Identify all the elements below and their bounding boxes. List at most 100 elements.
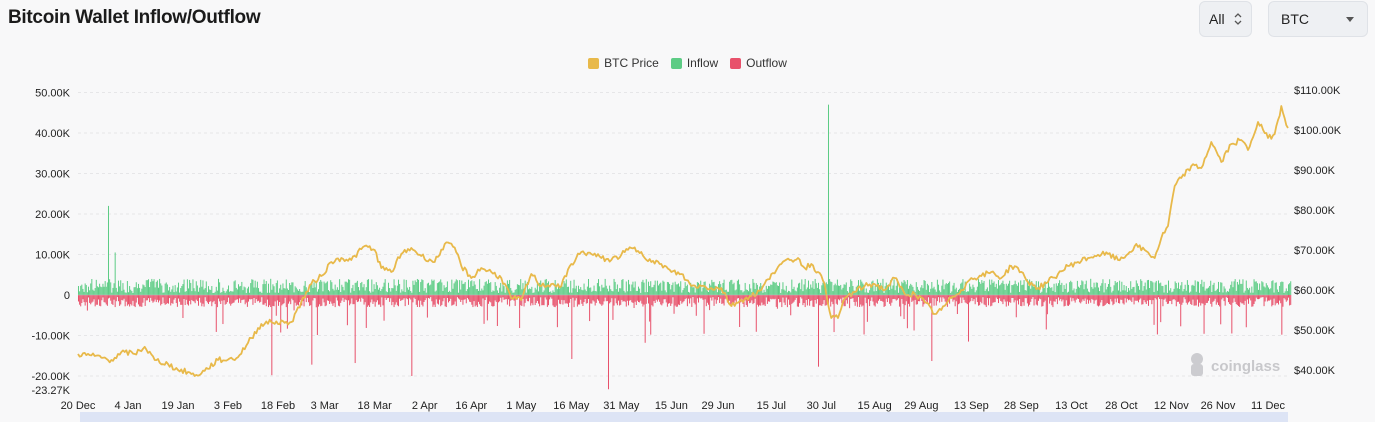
inflow-bar xyxy=(419,291,421,295)
outflow-bar xyxy=(760,295,762,306)
inflow-bar xyxy=(779,282,781,295)
x-axis-tick: 29 Aug xyxy=(904,400,938,412)
inflow-bar xyxy=(601,284,603,295)
outflow-bar xyxy=(129,295,131,307)
outflow-bar xyxy=(1179,295,1181,304)
outflow-bar xyxy=(869,295,871,307)
inflow-bar xyxy=(255,287,257,295)
outflow-bar xyxy=(165,295,167,305)
outflow-bar xyxy=(1202,295,1204,304)
inflow-bar xyxy=(1040,292,1042,295)
x-axis-tick: 28 Oct xyxy=(1105,400,1137,412)
inflow-bar xyxy=(101,287,103,295)
x-axis-tick: 1 May xyxy=(506,400,536,412)
inflow-bar xyxy=(1124,290,1126,295)
inflow-bar xyxy=(113,283,115,295)
outflow-bar xyxy=(1010,295,1012,303)
legend-label-outflow: Outflow xyxy=(746,56,787,70)
outflow-bar xyxy=(203,295,205,307)
outflow-bar xyxy=(1103,295,1105,306)
inflow-bar xyxy=(1198,281,1199,295)
inflow-bar xyxy=(1155,280,1157,295)
inflow-bar xyxy=(474,284,476,295)
outflow-bar xyxy=(1276,295,1278,303)
inflow-bar xyxy=(485,281,487,295)
outflow-bar xyxy=(175,295,177,304)
inflow-bar xyxy=(1055,283,1057,295)
outflow-bar xyxy=(1018,295,1019,305)
outflow-bar xyxy=(293,295,295,311)
inflow-bar xyxy=(88,286,89,295)
outflow-bar xyxy=(1100,295,1102,303)
inflow-bar xyxy=(490,282,492,295)
inflow-bar xyxy=(375,282,377,295)
outflow-bar xyxy=(939,295,941,303)
inflow-bar xyxy=(310,283,312,295)
inflow-bar xyxy=(328,290,329,295)
inflow-bar xyxy=(439,281,441,295)
outflow-bar xyxy=(1091,295,1093,299)
inflow-bar xyxy=(169,287,171,295)
x-axis-tick: 13 Sep xyxy=(954,400,989,412)
outflow-bar xyxy=(486,295,488,321)
outflow-bar xyxy=(408,295,409,305)
outflow-bar xyxy=(295,295,297,306)
outflow-bar xyxy=(852,295,854,299)
outflow-bar xyxy=(916,295,918,305)
outflow-bar xyxy=(682,295,684,303)
inflow-bar xyxy=(1115,282,1117,295)
outflow-bar xyxy=(671,295,673,304)
outflow-bar xyxy=(970,295,972,302)
outflow-bar xyxy=(749,295,751,304)
outflow-bar xyxy=(595,295,597,303)
outflow-bar xyxy=(708,295,709,305)
legend-item-inflow[interactable]: Inflow xyxy=(670,56,718,70)
outflow-bar xyxy=(272,295,274,306)
outflow-bar xyxy=(210,295,212,302)
inflow-bar xyxy=(1216,288,1218,295)
inflow-bar xyxy=(248,286,249,295)
inflow-bar xyxy=(683,288,685,295)
inflow-bar xyxy=(801,279,803,295)
legend-item-outflow[interactable]: Outflow xyxy=(730,56,787,70)
outflow-bar xyxy=(353,295,355,305)
outflow-bar xyxy=(1280,295,1282,304)
inflow-bar xyxy=(934,289,936,295)
inflow-bar xyxy=(242,290,244,295)
inflow-bar xyxy=(782,282,784,295)
outflow-bar xyxy=(711,295,713,301)
outflow-bar xyxy=(189,295,191,301)
inflow-bar xyxy=(988,291,989,295)
time-range-select[interactable]: All xyxy=(1199,1,1252,37)
inflow-bar xyxy=(983,280,985,295)
outflow-bar xyxy=(1126,295,1128,299)
inflow-bar xyxy=(1190,291,1192,295)
inflow-bar xyxy=(500,282,502,295)
outflow-bar xyxy=(618,295,619,301)
outflow-bar xyxy=(401,295,403,301)
outflow-bar xyxy=(992,295,994,303)
outflow-bar xyxy=(393,295,395,308)
outflow-bar xyxy=(621,295,623,300)
outflow-bar xyxy=(464,295,466,300)
inflow-bar xyxy=(936,279,938,295)
inflow-bar xyxy=(535,289,537,295)
inflow-bar xyxy=(141,288,143,295)
outflow-bar xyxy=(738,295,739,299)
coin-select[interactable]: BTC xyxy=(1268,1,1368,37)
inflow-bar xyxy=(1105,289,1107,295)
outflow-bar xyxy=(475,295,477,306)
outflow-bar xyxy=(188,295,189,306)
outflow-bar xyxy=(251,295,253,300)
outflow-bar xyxy=(146,295,148,301)
inflow-bar xyxy=(400,292,402,295)
outflow-bar xyxy=(810,295,812,302)
inflow-bar xyxy=(216,290,218,295)
legend-item-price[interactable]: BTC Price xyxy=(588,56,659,70)
outflow-bar xyxy=(1099,295,1101,306)
inflow-bar xyxy=(131,291,133,295)
inflow-bar xyxy=(154,287,156,295)
outflow-bar xyxy=(1272,295,1274,306)
outflow-bar xyxy=(164,295,166,305)
inflow-bar xyxy=(650,281,652,295)
